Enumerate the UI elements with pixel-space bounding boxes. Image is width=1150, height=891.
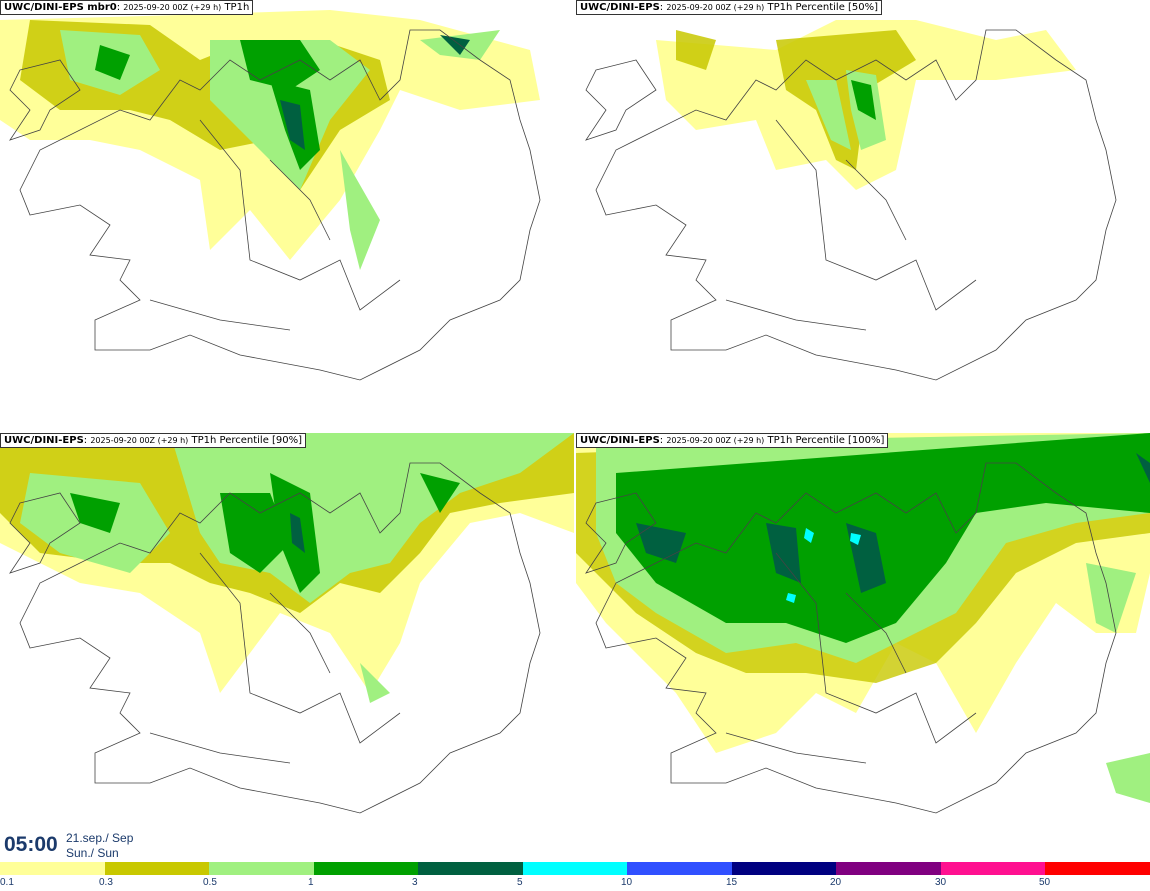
legend-swatch bbox=[209, 862, 314, 875]
panel-title: UWC/DINI-EPS: 2025-09-20 00Z (+29 h) TP1… bbox=[0, 433, 307, 448]
legend-label: 1 bbox=[308, 877, 314, 888]
iceland-coastline bbox=[585, 29, 1117, 381]
legend-swatch bbox=[0, 862, 105, 875]
precip-field bbox=[0, 10, 540, 270]
legend-swatch bbox=[104, 862, 210, 875]
precip-field bbox=[0, 433, 574, 703]
legend-swatch bbox=[836, 862, 941, 875]
iceland-coastline bbox=[9, 462, 541, 814]
map-panel-p90: UWC/DINI-EPS: 2025-09-20 00Z (+29 h) TP1… bbox=[0, 433, 574, 863]
panel-title: UWC/DINI-EPS mbr0: 2025-09-20 00Z (+29 h… bbox=[0, 0, 254, 15]
valid-date: 21.sep./ Sep bbox=[66, 831, 134, 845]
legend-label: 5 bbox=[517, 877, 523, 888]
iceland-coastline bbox=[9, 29, 541, 381]
legend-color-bar bbox=[0, 862, 1150, 875]
legend-label: 50 bbox=[1039, 877, 1051, 888]
map-panel-mbr0: UWC/DINI-EPS mbr0: 2025-09-20 00Z (+29 h… bbox=[0, 0, 574, 430]
legend-swatch bbox=[627, 862, 732, 875]
panel-title: UWC/DINI-EPS: 2025-09-20 00Z (+29 h) TP1… bbox=[576, 0, 883, 15]
legend-label: 0.3 bbox=[99, 877, 113, 888]
legend-label: 10 bbox=[621, 877, 633, 888]
legend-label: 0.1 bbox=[0, 877, 14, 888]
precipitation-map bbox=[585, 20, 1117, 381]
precip-field bbox=[576, 433, 1150, 803]
valid-time: 05:00 bbox=[4, 833, 58, 856]
legend-label: 15 bbox=[726, 877, 738, 888]
map-panel-p100: UWC/DINI-EPS: 2025-09-20 00Z (+29 h) TP1… bbox=[576, 433, 1150, 863]
valid-weekday: Sun./ Sun bbox=[66, 846, 119, 860]
map-panel-p50: UWC/DINI-EPS: 2025-09-20 00Z (+29 h) TP1… bbox=[576, 0, 1150, 430]
legend-swatch bbox=[313, 862, 419, 875]
legend-swatch bbox=[940, 862, 1046, 875]
panel-title: UWC/DINI-EPS: 2025-09-20 00Z (+29 h) TP1… bbox=[576, 433, 889, 448]
precipitation-map bbox=[576, 433, 1150, 814]
legend-label: 30 bbox=[935, 877, 947, 888]
color-legend: 0.1 0.3 0.5 1 3 5 10 15 20 30 50 bbox=[0, 862, 1150, 891]
legend-swatch bbox=[418, 862, 523, 875]
iceland-coastline bbox=[585, 462, 1117, 814]
precipitation-map bbox=[0, 433, 574, 814]
legend-swatch bbox=[522, 862, 628, 875]
legend-swatch bbox=[731, 862, 837, 875]
legend-label: 20 bbox=[830, 877, 842, 888]
precipitation-map bbox=[0, 10, 541, 381]
precip-field bbox=[656, 20, 1076, 190]
legend-label: 3 bbox=[412, 877, 418, 888]
legend-swatch bbox=[1045, 862, 1150, 875]
valid-time-box: 05:00 21.sep./ Sep Sun./ Sun bbox=[0, 828, 140, 862]
legend-label: 0.5 bbox=[203, 877, 217, 888]
